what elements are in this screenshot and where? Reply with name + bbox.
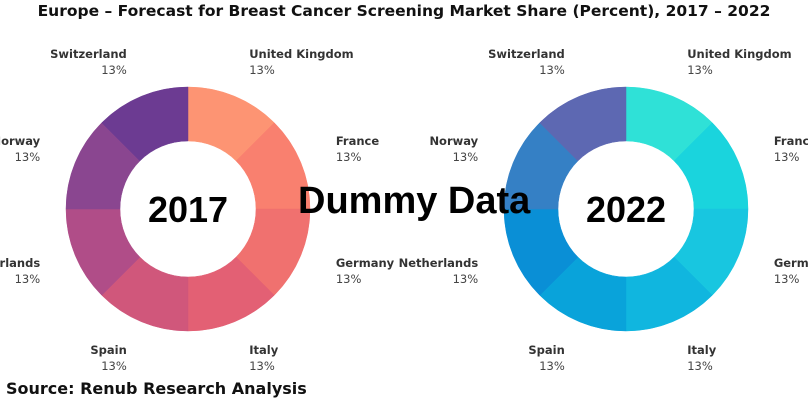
label-2022-france: France xyxy=(774,134,808,148)
value-label-2022-france: 13% xyxy=(774,150,800,164)
slice-2017-switzerland xyxy=(101,86,189,162)
value-label-2017-united-kingdom: 13% xyxy=(249,63,275,77)
label-2022-united-kingdom: United Kingdom xyxy=(687,47,791,61)
value-label-2022-netherlands: 13% xyxy=(453,272,479,286)
value-label-2022-united-kingdom: 13% xyxy=(687,63,713,77)
label-2017-united-kingdom: United Kingdom xyxy=(249,47,353,61)
value-label-2022-germany: 13% xyxy=(774,272,800,286)
watermark-text: Dummy Data xyxy=(298,180,531,222)
label-2017-spain: Spain xyxy=(90,343,126,357)
center-label-2022: 2022 xyxy=(586,189,666,230)
value-label-2017-germany: 13% xyxy=(336,272,362,286)
chart-title: Europe – Forecast for Breast Cancer Scre… xyxy=(37,2,771,20)
label-2017-italy: Italy xyxy=(249,343,278,357)
source-note: Source: Renub Research Analysis xyxy=(6,379,307,398)
label-2017-france: France xyxy=(336,134,380,148)
value-label-2022-switzerland: 13% xyxy=(539,63,565,77)
label-2022-norway: Norway xyxy=(429,134,478,148)
value-label-2017-switzerland: 13% xyxy=(101,63,127,77)
value-label-2022-norway: 13% xyxy=(453,150,479,164)
label-2022-netherlands: Netherlands xyxy=(399,256,479,270)
value-label-2022-italy: 13% xyxy=(687,359,713,373)
value-label-2017-italy: 13% xyxy=(249,359,275,373)
label-2017-switzerland: Switzerland xyxy=(50,47,127,61)
label-2017-germany: Germany xyxy=(336,256,395,270)
label-2022-spain: Spain xyxy=(528,343,564,357)
label-2022-germany: Germany xyxy=(774,256,808,270)
value-label-2017-spain: 13% xyxy=(101,359,127,373)
value-label-2017-netherlands: 13% xyxy=(15,272,41,286)
value-label-2017-france: 13% xyxy=(336,150,362,164)
center-label-2017: 2017 xyxy=(148,189,228,230)
label-2017-netherlands: Netherlands xyxy=(0,256,40,270)
value-label-2022-spain: 13% xyxy=(539,359,565,373)
slice-2022-switzerland xyxy=(539,86,627,162)
label-2022-italy: Italy xyxy=(687,343,716,357)
value-label-2017-norway: 13% xyxy=(15,150,41,164)
label-2022-switzerland: Switzerland xyxy=(488,47,565,61)
label-2017-norway: Norway xyxy=(0,134,41,148)
